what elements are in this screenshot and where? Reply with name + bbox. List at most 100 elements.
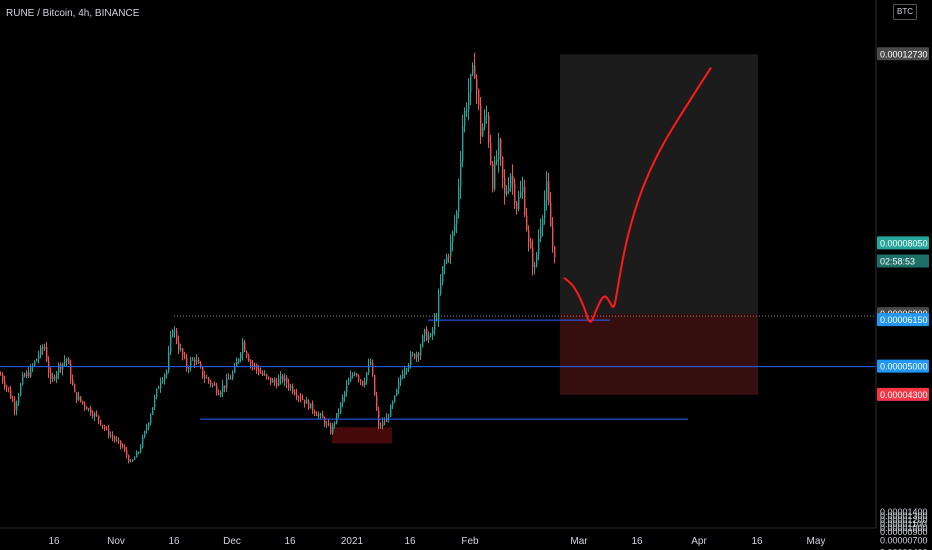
target-zone	[560, 54, 758, 315]
y-tick-label: 0.00001300	[880, 511, 928, 521]
price-badge	[877, 254, 929, 268]
candle-body	[412, 353, 414, 355]
candle-body	[88, 408, 90, 410]
candle-body	[360, 379, 362, 382]
candle-body	[342, 397, 344, 404]
candle-body	[184, 355, 186, 358]
candle-body	[374, 375, 376, 396]
candle-body	[68, 358, 70, 365]
candle-body	[540, 226, 542, 239]
candle-body	[106, 428, 108, 430]
candle-body	[114, 437, 116, 440]
candle-body	[504, 177, 506, 194]
candle-body	[464, 110, 466, 127]
candle-body	[332, 424, 334, 434]
candle-body	[212, 384, 214, 386]
candle-body	[258, 368, 260, 373]
candle-body	[208, 377, 210, 382]
candle-body	[286, 377, 288, 384]
price-badge-label: 0.00008050	[880, 238, 928, 248]
candle-body	[188, 368, 190, 370]
y-tick-label: 0.00000400	[880, 547, 928, 550]
y-tick-label: 0.00001400	[880, 507, 928, 517]
candle-body	[526, 215, 528, 231]
candle-body	[178, 341, 180, 350]
candle-body	[156, 389, 158, 398]
candle-body	[478, 89, 480, 106]
price-badge	[877, 359, 929, 373]
projection-curve[interactable]	[563, 67, 712, 323]
candle-body	[130, 461, 132, 463]
candle-body	[292, 386, 294, 393]
price-badge	[877, 236, 929, 250]
candle-body	[70, 364, 72, 380]
candle-body	[420, 346, 422, 356]
candle-body	[442, 266, 444, 283]
candle-body	[264, 374, 266, 376]
candle-body	[86, 406, 88, 410]
candle-body	[92, 413, 94, 417]
candle-body	[124, 447, 126, 451]
candle-body	[448, 256, 450, 258]
candle-body	[534, 265, 536, 268]
candle-body	[312, 403, 314, 411]
x-tick-label: Dec	[223, 536, 241, 547]
candle-body	[162, 380, 164, 382]
candle-body	[266, 374, 268, 377]
candle-body	[322, 414, 324, 419]
candle-body	[134, 457, 136, 460]
price-badge-label: 0.00004300	[880, 390, 928, 400]
candle-body	[248, 355, 250, 362]
candle-body	[376, 395, 378, 411]
candle-body	[432, 330, 434, 334]
candle-body	[416, 353, 418, 359]
candle-body	[176, 330, 178, 342]
candle-body	[350, 376, 352, 382]
candle-body	[436, 318, 438, 320]
candle-body	[302, 398, 304, 400]
candle-body	[140, 446, 142, 453]
candle-body	[8, 387, 10, 390]
candle-body	[344, 392, 346, 398]
candle-body	[90, 408, 92, 414]
candle-body	[476, 78, 478, 90]
price-badge-label: 0.00005000	[880, 362, 928, 372]
x-tick-label: Apr	[691, 536, 707, 547]
candle-body	[164, 374, 166, 381]
candle-body	[424, 329, 426, 336]
candle-body	[220, 392, 222, 395]
candle-body	[514, 183, 516, 203]
candle-body	[544, 199, 546, 219]
candle-body	[190, 360, 192, 369]
candle-body	[182, 348, 184, 356]
candle-body	[508, 187, 510, 192]
candle-body	[378, 410, 380, 426]
candle-body	[42, 347, 44, 350]
candle-body	[234, 366, 236, 373]
candle-body	[144, 431, 146, 437]
currency-selector[interactable]: BTC	[893, 4, 917, 20]
candle-body	[112, 435, 114, 438]
candle-body	[28, 372, 30, 377]
candle-body	[518, 197, 520, 210]
candle-body	[214, 384, 216, 386]
candle-body	[280, 375, 282, 380]
candle-body	[532, 248, 534, 268]
candle-body	[414, 353, 416, 359]
candle-body	[392, 401, 394, 406]
candle-body	[426, 329, 428, 341]
candle-body	[128, 455, 130, 462]
candle-body	[34, 361, 36, 366]
candle-body	[468, 92, 470, 110]
candle-body	[546, 181, 548, 200]
candle-body	[84, 403, 86, 407]
candle-body	[480, 105, 482, 137]
candle-body	[44, 346, 46, 350]
y-tick-label: 0.00000700	[880, 535, 928, 545]
candle-body	[362, 381, 364, 386]
candle-body	[410, 354, 412, 366]
candle-body	[338, 412, 340, 414]
candle-body	[18, 395, 20, 403]
